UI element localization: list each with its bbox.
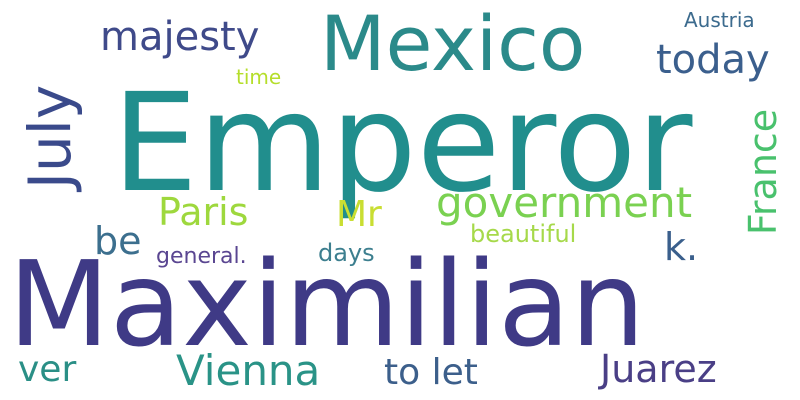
word-france: France [741, 108, 786, 236]
word-majesty: majesty [100, 14, 260, 60]
word-juarez: Juarez [600, 347, 717, 391]
word-general: general. [156, 244, 247, 269]
word-time: time [236, 65, 282, 89]
word-ver: ver [18, 349, 77, 390]
word-mr: Mr [336, 194, 382, 235]
word-mexico: Mexico [320, 0, 586, 88]
word-emperor: Emperor [112, 65, 693, 223]
word-be: be [94, 219, 142, 263]
word-government: government [436, 178, 693, 227]
word-vienna: Vienna [176, 346, 321, 395]
word-paris: Paris [158, 190, 249, 234]
word-today: today [656, 37, 770, 83]
word-beautiful: beautiful [470, 220, 577, 248]
word-days: days [318, 239, 375, 267]
word-to-let: to let [384, 352, 478, 393]
word-maximilian: Maximilian [8, 235, 646, 373]
word-july: July [16, 84, 85, 190]
word-austria: Austria [684, 8, 755, 32]
word-k: k. [664, 225, 699, 269]
